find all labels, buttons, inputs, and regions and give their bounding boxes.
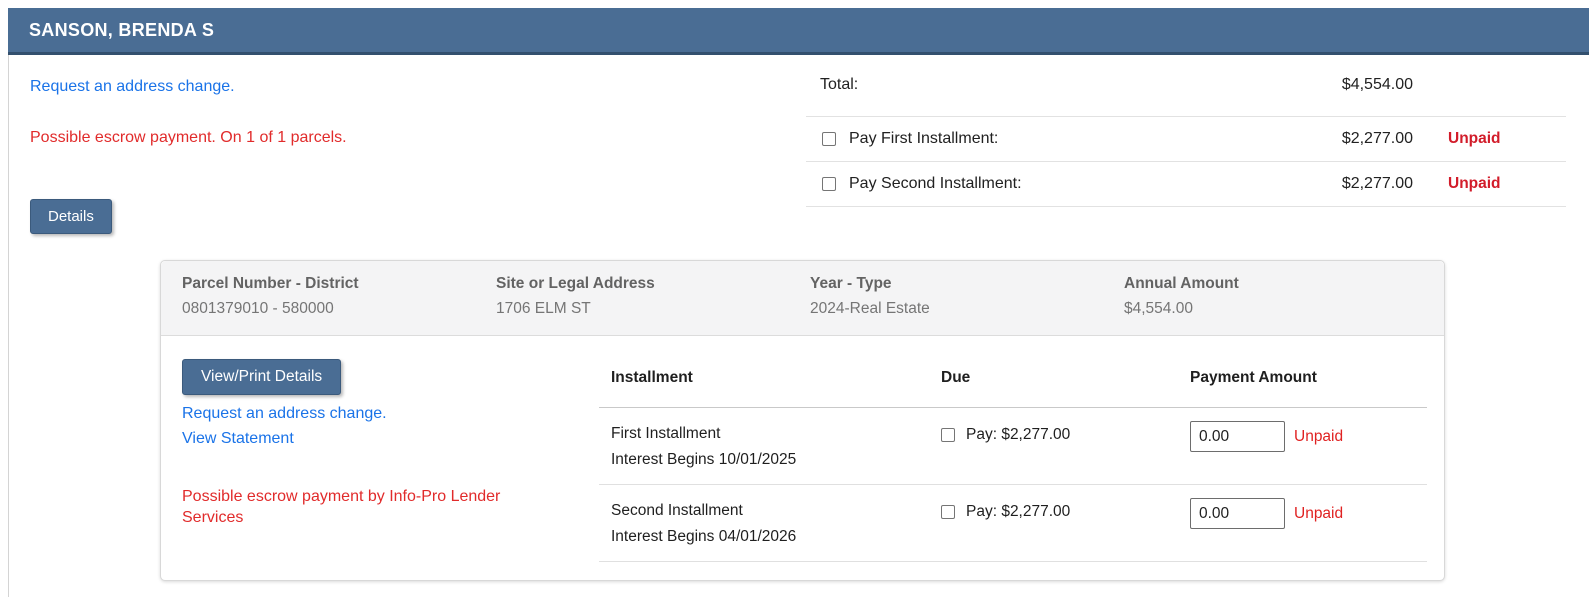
installments-table: Installment Due Payment Amount First Ins…	[599, 369, 1427, 562]
taxpayer-name-title: SANSON, BRENDA S	[29, 19, 215, 40]
parcel-escrow-notice: Possible escrow payment by Info-Pro Lend…	[182, 488, 501, 526]
summary-left: Request an address change. Possible escr…	[30, 55, 806, 234]
panel-body: Request an address change. Possible escr…	[8, 55, 1589, 597]
details-button[interactable]: Details	[30, 199, 112, 234]
totals-panel: Total: $4,554.00 Pay First Installment: …	[806, 55, 1566, 207]
total-label: Total:	[820, 76, 859, 93]
first-installment-payment-input[interactable]	[1190, 421, 1285, 452]
pay-second-installment-label: Pay Second Installment:	[849, 175, 1022, 192]
parcel-number-value: 0801379010 - 580000	[182, 300, 334, 317]
second-installment-pay-checkbox[interactable]	[941, 505, 955, 519]
annual-amount-value: $4,554.00	[1124, 300, 1193, 317]
total-row: Total: $4,554.00	[806, 55, 1566, 117]
escrow-notice: Possible escrow payment. On 1 of 1 parce…	[30, 129, 347, 146]
installment-column-header: Installment	[611, 369, 693, 386]
parcel-card-body: View/Print Details Request an address ch…	[161, 336, 1444, 580]
site-address-label: Site or Legal Address	[496, 275, 655, 292]
second-installment-name: Second Installment	[611, 502, 743, 519]
first-installment-status-badge: Unpaid	[1448, 130, 1501, 147]
parcel-number-column: Parcel Number - District 0801379010 - 58…	[182, 275, 496, 318]
pay-first-installment-checkbox[interactable]	[822, 132, 836, 146]
pay-second-installment-row: Pay Second Installment: $2,277.00 Unpaid	[806, 162, 1566, 207]
site-address-value: 1706 ELM ST	[496, 300, 591, 317]
view-statement-link[interactable]: View Statement	[182, 430, 294, 447]
first-installment-table-row: First Installment Interest Begins 10/01/…	[599, 408, 1427, 485]
parcel-card: Parcel Number - District 0801379010 - 58…	[160, 260, 1445, 581]
second-installment-payment-input[interactable]	[1190, 498, 1285, 529]
year-type-label: Year - Type	[810, 275, 892, 292]
year-type-column: Year - Type 2024-Real Estate	[810, 275, 1124, 318]
first-installment-amount: $2,277.00	[1341, 130, 1413, 147]
payment-amount-column-header: Payment Amount	[1190, 369, 1317, 386]
view-print-details-button[interactable]: View/Print Details	[182, 359, 342, 395]
second-installment-table-row: Second Installment Interest Begins 04/01…	[599, 485, 1427, 562]
pay-first-installment-row: Pay First Installment: $2,277.00 Unpaid	[806, 117, 1566, 162]
annual-amount-label: Annual Amount	[1124, 275, 1239, 292]
site-address-column: Site or Legal Address 1706 ELM ST	[496, 275, 810, 318]
second-installment-due-amount: Pay: $2,277.00	[966, 503, 1071, 520]
parcel-address-change-link[interactable]: Request an address change.	[182, 405, 387, 422]
second-installment-amount: $2,277.00	[1341, 175, 1413, 192]
first-installment-interest-date: Interest Begins 10/01/2025	[611, 451, 797, 468]
address-change-link[interactable]: Request an address change.	[30, 78, 235, 95]
second-installment-status-badge: Unpaid	[1448, 175, 1501, 192]
summary-section: Request an address change. Possible escr…	[9, 55, 1589, 234]
first-installment-row-status: Unpaid	[1294, 427, 1344, 445]
first-installment-pay-checkbox[interactable]	[941, 428, 955, 442]
parcel-card-header: Parcel Number - District 0801379010 - 58…	[161, 261, 1444, 336]
year-type-value: 2024-Real Estate	[810, 300, 930, 317]
total-amount: $4,554.00	[1341, 76, 1413, 93]
annual-amount-column: Annual Amount $4,554.00	[1124, 275, 1444, 318]
parcel-actions: View/Print Details Request an address ch…	[182, 359, 599, 562]
first-installment-due-amount: Pay: $2,277.00	[966, 426, 1071, 443]
taxpayer-panel: SANSON, BRENDA S Request an address chan…	[8, 8, 1589, 597]
installments-table-header: Installment Due Payment Amount	[599, 369, 1427, 408]
pay-first-installment-label: Pay First Installment:	[849, 130, 999, 147]
parcel-number-label: Parcel Number - District	[182, 275, 359, 292]
due-column-header: Due	[941, 369, 971, 386]
first-installment-name: First Installment	[611, 425, 721, 442]
pay-second-installment-checkbox[interactable]	[822, 177, 836, 191]
second-installment-row-status: Unpaid	[1294, 504, 1344, 522]
taxpayer-title-bar: SANSON, BRENDA S	[8, 8, 1589, 55]
second-installment-interest-date: Interest Begins 04/01/2026	[611, 528, 797, 545]
